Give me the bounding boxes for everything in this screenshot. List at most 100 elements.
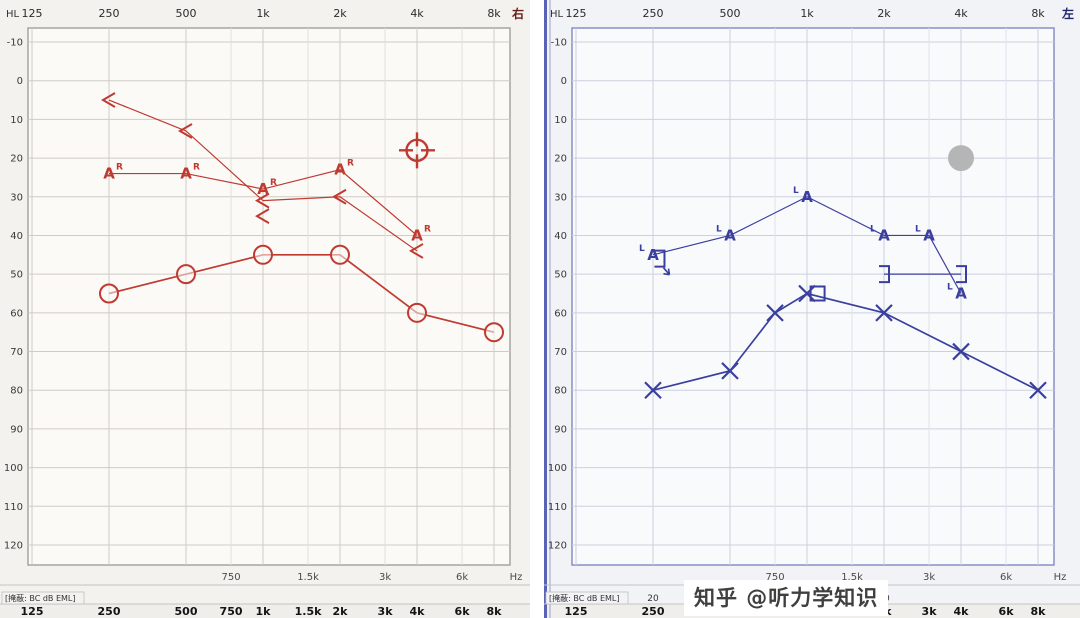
svg-text:500: 500 [720,7,741,20]
svg-text:左: 左 [1061,6,1074,21]
svg-text:R: R [347,159,354,169]
svg-text:100: 100 [548,463,567,474]
svg-text:4k: 4k [954,7,968,20]
svg-text:500: 500 [176,7,197,20]
svg-text:6k: 6k [1000,572,1012,583]
svg-text:500: 500 [175,605,198,618]
svg-text:120: 120 [548,540,567,551]
svg-text:右: 右 [511,6,524,21]
panel-background [544,0,1080,618]
svg-text:3k: 3k [922,605,938,618]
grid [28,28,510,565]
svg-text:3k: 3k [923,572,935,583]
svg-text:8k: 8k [487,605,503,618]
svg-text:70: 70 [10,347,23,358]
annotations [654,145,974,302]
svg-text:30: 30 [554,192,567,203]
panel-background [0,0,530,618]
svg-text:2k: 2k [333,605,349,618]
svg-text:3k: 3k [378,605,394,618]
svg-text:A: A [923,226,935,244]
series-line-air-conduction [108,253,495,334]
svg-text:20: 20 [554,154,567,165]
svg-text:125: 125 [21,605,44,618]
svg-text:1.5k: 1.5k [295,605,322,618]
svg-text:125: 125 [565,605,588,618]
axis-labels: HL 125 250 500 1k 2k 4k 8k 左 -10 0 10 20 30 40 50 60 70 80… [548,6,1074,583]
svg-text:A: A [878,226,890,244]
svg-text:40: 40 [554,231,567,242]
svg-text:Hz: Hz [510,572,523,583]
series-bone-conduction-masked [879,265,967,284]
series-line-aided-threshold [109,169,418,236]
svg-text:80: 80 [10,386,23,397]
svg-text:HL: HL [550,9,564,20]
svg-text:90: 90 [10,424,23,435]
svg-text:60: 60 [10,308,23,319]
svg-text:R: R [116,163,123,173]
svg-text:30: 30 [10,192,23,203]
svg-text:120: 120 [4,540,23,551]
svg-text:125: 125 [566,7,587,20]
svg-text:A: A [180,165,192,183]
svg-text:750: 750 [765,572,784,583]
svg-text:50: 50 [554,270,567,281]
svg-text:10: 10 [10,115,23,126]
svg-text:125: 125 [22,7,43,20]
right-ear-audiogram: HL 125 250 500 1k 2k 4k 8k 右-1001020304050607080… [0,0,530,618]
svg-text:40: 40 [10,231,23,242]
svg-text:250: 250 [643,7,664,20]
svg-text:250: 250 [98,605,121,618]
watermark: 知乎 @听力学知识 [684,580,889,616]
svg-text:A: A [257,180,269,198]
svg-text:8k: 8k [487,7,501,20]
svg-text:R: R [193,163,200,173]
svg-text:[掩蔽: BC dB EML]: [掩蔽: BC dB EML] [5,593,75,603]
svg-text:L: L [947,282,953,292]
svg-text:60: 60 [554,308,567,319]
svg-text:20: 20 [10,154,23,165]
svg-text:1.5k: 1.5k [297,572,319,583]
svg-text:L: L [793,186,799,196]
svg-text:A: A [724,226,736,244]
svg-text:750: 750 [220,605,243,618]
svg-text:8k: 8k [1031,7,1045,20]
svg-text:10: 10 [554,115,567,126]
svg-text:2k: 2k [877,7,891,20]
svg-text:70: 70 [554,347,567,358]
svg-text:4k: 4k [954,605,970,618]
svg-text:HL: HL [6,9,20,20]
svg-text:80: 80 [554,386,567,397]
series-air-conduction [99,244,504,343]
svg-text:250: 250 [642,605,665,618]
svg-text:A: A [801,188,813,206]
svg-text:L: L [870,224,876,234]
svg-text:L: L [716,224,722,234]
svg-text:2k: 2k [333,7,347,20]
svg-text:Hz: Hz [1054,572,1067,583]
svg-text:50: 50 [10,270,23,281]
svg-text:6k: 6k [455,605,471,618]
svg-text:-10: -10 [7,38,23,49]
svg-text:A: A [647,246,659,264]
svg-text:0: 0 [17,76,23,87]
svg-text:100: 100 [4,463,23,474]
svg-text:A: A [334,161,346,179]
series-bone-conduction-unmasked [101,92,424,259]
svg-text:1k: 1k [256,605,272,618]
svg-text:1k: 1k [256,7,270,20]
svg-text:A: A [411,226,423,244]
svg-text:250: 250 [99,7,120,20]
left-ear-audiogram: HL 125 250 500 1k 2k 4k 8k 左-1001020304050607080… [544,0,1080,618]
masking-row: [掩蔽: BC dB EML] [0,584,530,605]
svg-text:L: L [639,244,645,254]
svg-text:L: L [915,224,921,234]
svg-text:750: 750 [221,572,240,583]
svg-text:R: R [270,178,277,188]
svg-text:A: A [955,284,967,302]
svg-text:R: R [424,224,431,234]
bottom-frequency-row: 125 250 500 750 1k 1.5k 2k 3k 4k 6k 8k [21,605,503,618]
svg-text:8k: 8k [1031,605,1047,618]
